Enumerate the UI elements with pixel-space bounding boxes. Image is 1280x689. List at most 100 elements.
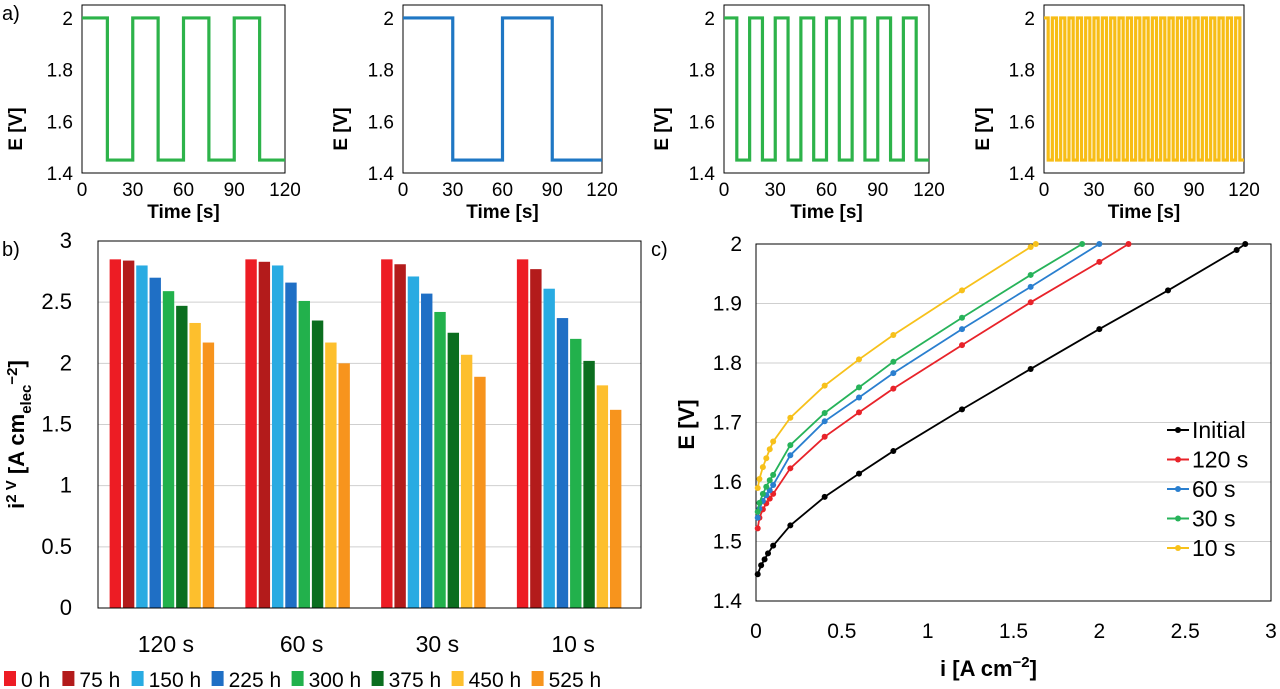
plot-frame xyxy=(81,4,286,174)
panel-label-b: b) xyxy=(2,239,20,261)
bar-30s-450h xyxy=(460,354,473,608)
data-point xyxy=(1165,287,1171,294)
y-tick-label: 1.6 xyxy=(689,112,715,133)
bar-60s-525h xyxy=(338,363,350,608)
x-tick-label: 0 xyxy=(750,620,762,643)
legend-label: 120 s xyxy=(1192,447,1248,473)
data-point xyxy=(1027,271,1034,278)
bar-10s-450h xyxy=(596,385,609,608)
data-point xyxy=(821,418,828,425)
series-line xyxy=(756,243,1129,529)
x-tick-label: 1 xyxy=(922,620,934,643)
data-point xyxy=(1096,258,1103,265)
waveform-plot-1: 1.4 1.6 1.8 2 0 30 60 90 120 Time [s] E [V] xyxy=(6,4,301,223)
y-tick-label: 1.4 xyxy=(689,164,716,185)
x-tick-label: 30 xyxy=(765,180,786,201)
y-tick-label: 2 xyxy=(60,350,72,375)
data-point xyxy=(770,542,777,549)
legend-label: 225 h xyxy=(229,669,282,689)
legend-marker xyxy=(1175,545,1181,551)
x-tick-label: 60 xyxy=(816,180,837,201)
y-tick-label: 1.4 xyxy=(1009,164,1036,185)
data-point xyxy=(754,571,761,578)
y-tick-label: 1.5 xyxy=(713,531,742,554)
legend-label: 0 h xyxy=(21,669,50,689)
data-point xyxy=(821,382,828,389)
legend-label: 450 h xyxy=(469,669,522,689)
x-axis-label: Time [s] xyxy=(790,202,863,223)
bar-30s-150h xyxy=(407,276,420,608)
y-tick-label: 1.6 xyxy=(713,471,742,494)
y-tick-label: 1.8 xyxy=(47,61,73,82)
legend-marker xyxy=(1175,515,1181,522)
data-point xyxy=(1027,243,1034,250)
data-point xyxy=(1096,326,1103,333)
series-10s xyxy=(754,241,1039,491)
x-tick-label: 90 xyxy=(1183,180,1204,201)
x-tick-label: 120 xyxy=(1228,180,1260,201)
bar-60s-75h xyxy=(258,261,271,608)
series-120s xyxy=(754,241,1132,532)
x-tick-label: 0 xyxy=(77,180,88,201)
data-point xyxy=(821,409,828,416)
waveform-plot-2: 1.4 1.6 1.8 2 0 30 60 90 120 Time [s] E [V] xyxy=(331,4,618,223)
x-axis-label: Time [s] xyxy=(1108,202,1181,223)
category-label: 30 s xyxy=(416,631,459,657)
bar-120s-0h xyxy=(109,259,122,608)
y-axis-label: E [V] xyxy=(652,107,673,150)
x-tick-label: 60 xyxy=(1133,180,1154,201)
series-Initial xyxy=(754,241,1249,578)
series-30s xyxy=(754,241,1086,515)
x-axis-label: Time [s] xyxy=(147,202,220,223)
bar-60s-375h xyxy=(311,320,324,608)
y-axis-label: E [V] xyxy=(973,107,994,150)
legend-label: 60 s xyxy=(1192,476,1235,502)
y-tick-label: 0 xyxy=(60,595,72,620)
square-wave-line xyxy=(1044,16,1244,162)
y-tick-label: 1.8 xyxy=(689,61,715,82)
x-tick-label: 30 xyxy=(122,180,143,201)
x-tick-label: 120 xyxy=(913,180,945,201)
bar-30s-525h xyxy=(474,376,486,608)
data-point xyxy=(1096,241,1103,247)
data-point xyxy=(763,455,770,462)
data-point xyxy=(959,406,965,413)
y-tick-label: 1.6 xyxy=(368,112,394,133)
bar-60s-450h xyxy=(325,342,337,608)
x-tick-label: 0.5 xyxy=(827,620,856,643)
data-point xyxy=(765,550,772,557)
category-label: 60 s xyxy=(280,631,323,657)
line-legend: Initial 120 s 60 s 30 s 10 s xyxy=(1167,417,1248,561)
data-point xyxy=(1233,246,1240,253)
data-point xyxy=(787,522,794,529)
legend-swatch xyxy=(211,671,224,686)
bar-10s-0h xyxy=(516,259,529,608)
y-tick-label: 1.5 xyxy=(41,412,72,437)
data-point xyxy=(856,470,862,477)
data-point xyxy=(890,358,897,365)
y-tick-label: 1.9 xyxy=(713,293,742,316)
bar-30s-375h xyxy=(447,332,460,608)
bar-30s-225h xyxy=(421,293,433,608)
x-tick-label: 60 xyxy=(173,180,194,201)
data-point xyxy=(856,409,862,416)
y-tick-label: 1.8 xyxy=(713,352,742,375)
bar-120s-375h xyxy=(176,305,188,608)
y-tick-label: 2 xyxy=(704,9,715,30)
data-point xyxy=(959,342,965,349)
x-axis-label: i [A cm−2] xyxy=(940,654,1037,681)
bar-120s-150h xyxy=(136,265,148,608)
legend-label: 150 h xyxy=(149,669,202,689)
data-point xyxy=(856,356,862,363)
data-point xyxy=(787,442,794,449)
data-point xyxy=(1079,241,1086,247)
data-point xyxy=(1125,241,1132,247)
x-tick-label: 2.5 xyxy=(1171,620,1200,643)
y-tick-label: 3 xyxy=(60,228,72,253)
x-axis-label: Time [s] xyxy=(466,202,539,223)
waveform-plot-3: 1.4 1.6 1.8 2 0 30 60 90 120 Time [s] E [V] xyxy=(652,4,945,223)
square-wave-line xyxy=(403,16,602,162)
legend-label: 525 h xyxy=(549,669,602,689)
x-tick-label: 30 xyxy=(442,180,463,201)
